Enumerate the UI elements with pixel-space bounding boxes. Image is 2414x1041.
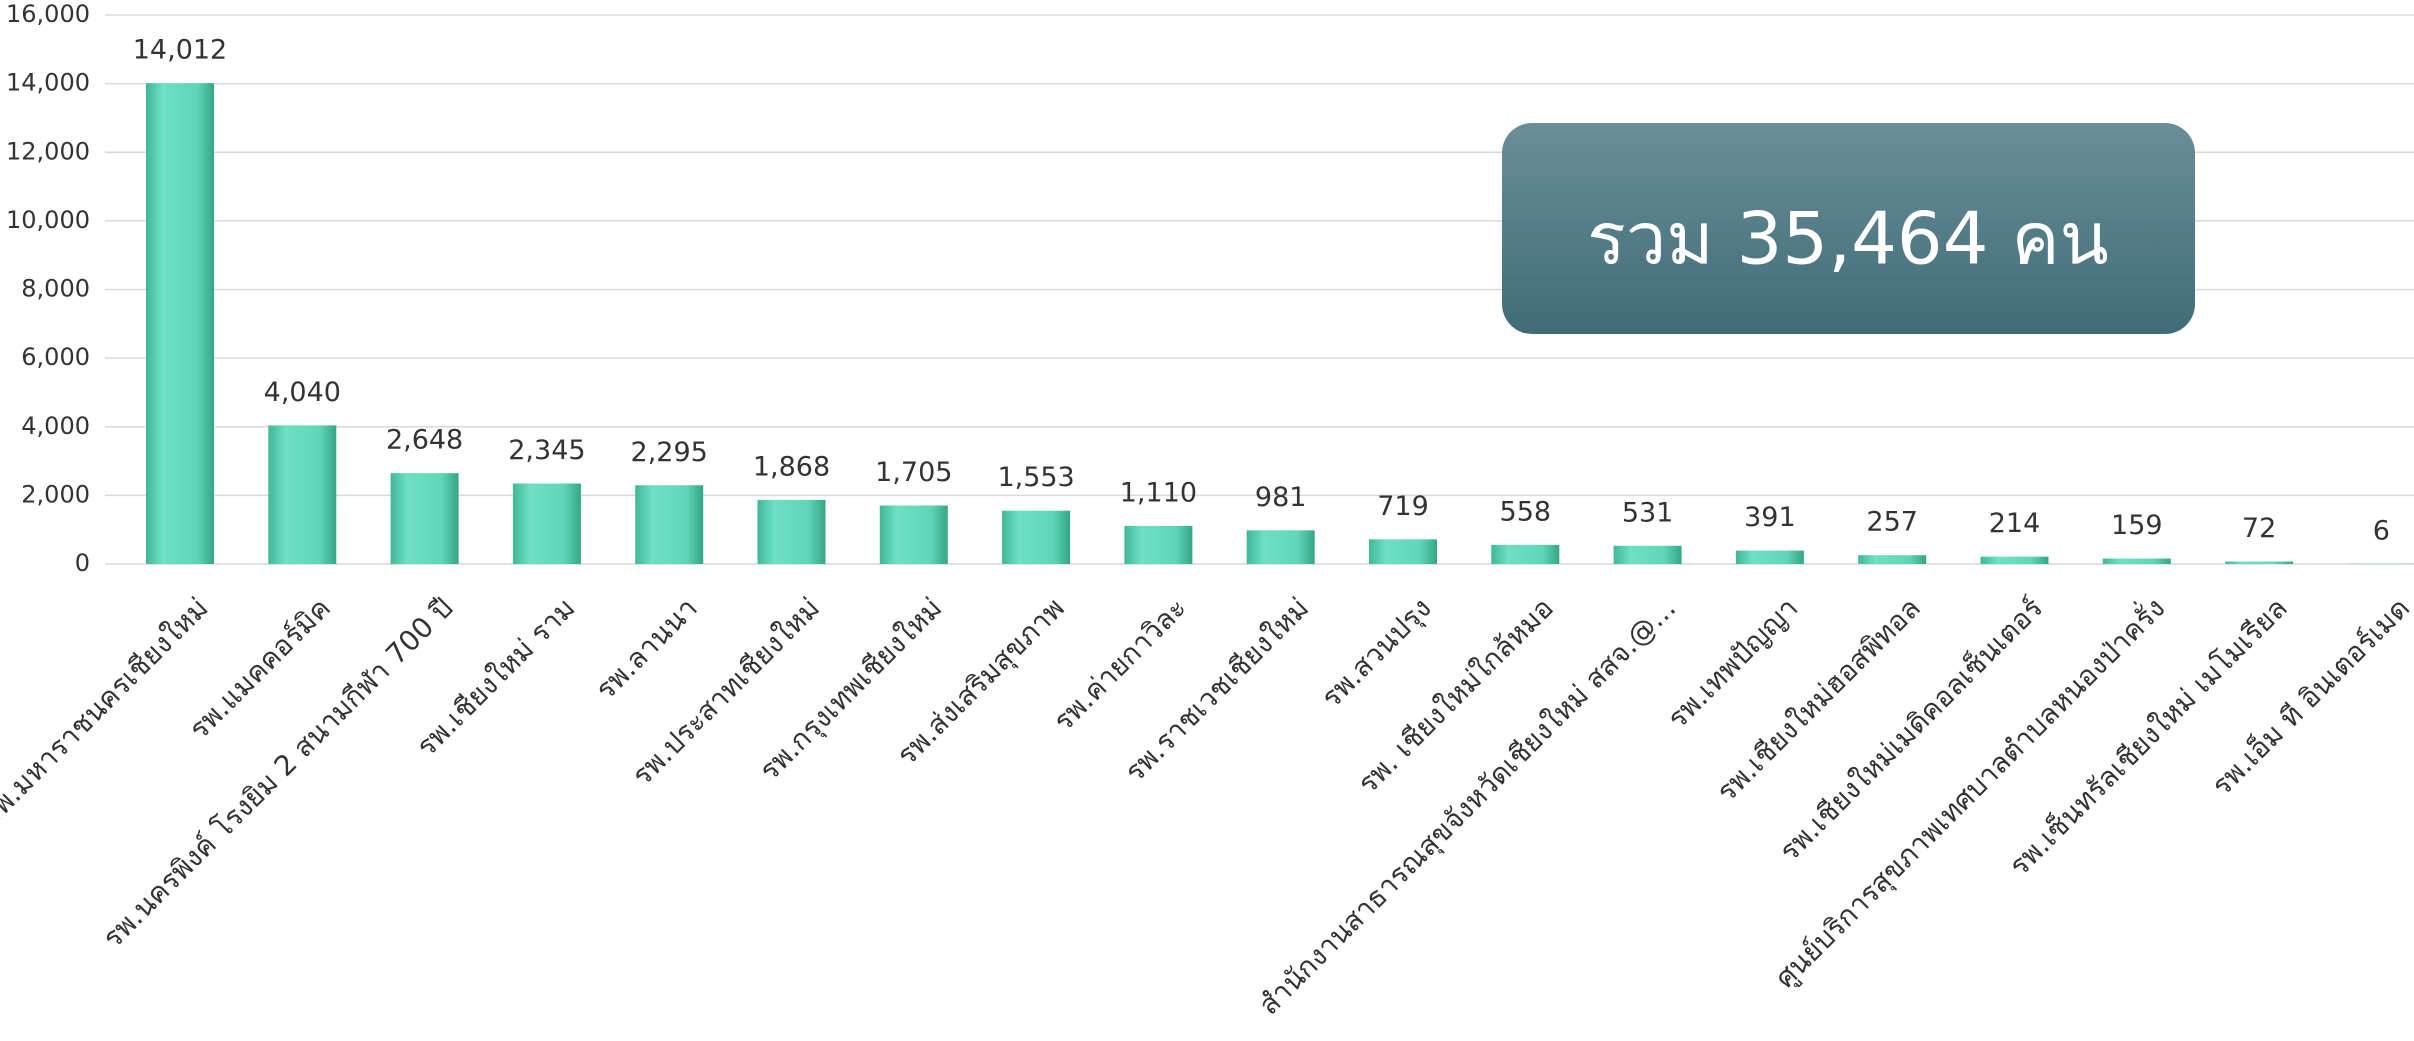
data-label: 257: [1866, 507, 1918, 538]
y-tick-label: 2,000: [21, 480, 90, 508]
x-tick-label: รพ.เชียงใหม่ฮอสพิทอล: [1710, 591, 1927, 808]
bar: [1246, 530, 1315, 564]
y-tick-label: 0: [75, 549, 90, 577]
bar: [1980, 556, 2049, 564]
data-label: 1,705: [875, 457, 952, 488]
data-label: 558: [1500, 496, 1552, 527]
bar: [1002, 510, 1071, 564]
x-tick-label: รพ.ลานนา: [589, 591, 704, 706]
x-tick-label: รพ.เอ็ม ที อินเตอร์เมด: [2204, 591, 2414, 803]
data-label: 6: [2373, 515, 2390, 546]
data-label: 531: [1622, 497, 1674, 528]
y-tick-label: 6,000: [21, 343, 90, 371]
y-tick-label: 8,000: [21, 275, 90, 303]
data-label: 4,040: [264, 377, 341, 408]
bar: [390, 473, 459, 564]
total-annotation: รวม 35,464 คน: [1587, 197, 2109, 281]
bar: [1858, 555, 1927, 564]
x-tick-label: รพ.มหาราชนครเชียงใหม่: [0, 591, 215, 831]
bar: [757, 499, 826, 564]
data-label: 159: [2111, 510, 2163, 541]
bar: [2225, 561, 2294, 564]
bar: [268, 425, 337, 564]
data-label: 981: [1255, 482, 1307, 513]
total-box: [1502, 123, 2195, 334]
bar: [146, 83, 214, 564]
y-tick-label: 4,000: [21, 412, 90, 440]
bar: [879, 505, 948, 564]
bar: [1735, 550, 1804, 564]
data-label: 719: [1377, 491, 1429, 522]
y-tick-label: 14,000: [6, 69, 90, 97]
x-tick-label: รพ.เชียงใหม่เมดิคอลเซ็นเตอร์: [1772, 591, 2049, 868]
data-label: 214: [1989, 508, 2041, 539]
data-label: 2,648: [386, 425, 463, 456]
data-label: 72: [2242, 513, 2276, 544]
bar: [512, 483, 581, 564]
data-label: 1,868: [753, 451, 830, 482]
y-tick-label: 10,000: [6, 206, 90, 234]
data-label: 2,295: [631, 437, 708, 468]
x-tick-label: สำนักงานสาธารณสุขจังหวัดเชียงใหม่ สสจ.@.…: [1252, 591, 1683, 1022]
y-tick-label: 16,000: [6, 0, 90, 28]
data-label: 14,012: [133, 35, 227, 66]
bar: [1369, 539, 1437, 564]
bar: [1613, 545, 1682, 564]
data-label: 1,553: [997, 462, 1074, 493]
data-label: 1,110: [1120, 477, 1197, 508]
y-tick-label: 12,000: [6, 137, 90, 165]
bar: [1124, 525, 1193, 564]
data-label: 391: [1744, 502, 1796, 533]
bar: [635, 485, 704, 564]
x-tick-label: รพ.สวนปรุง: [1315, 591, 1439, 715]
bar: [1491, 544, 1560, 564]
data-label: 2,345: [508, 435, 585, 466]
bar: [2102, 558, 2171, 564]
